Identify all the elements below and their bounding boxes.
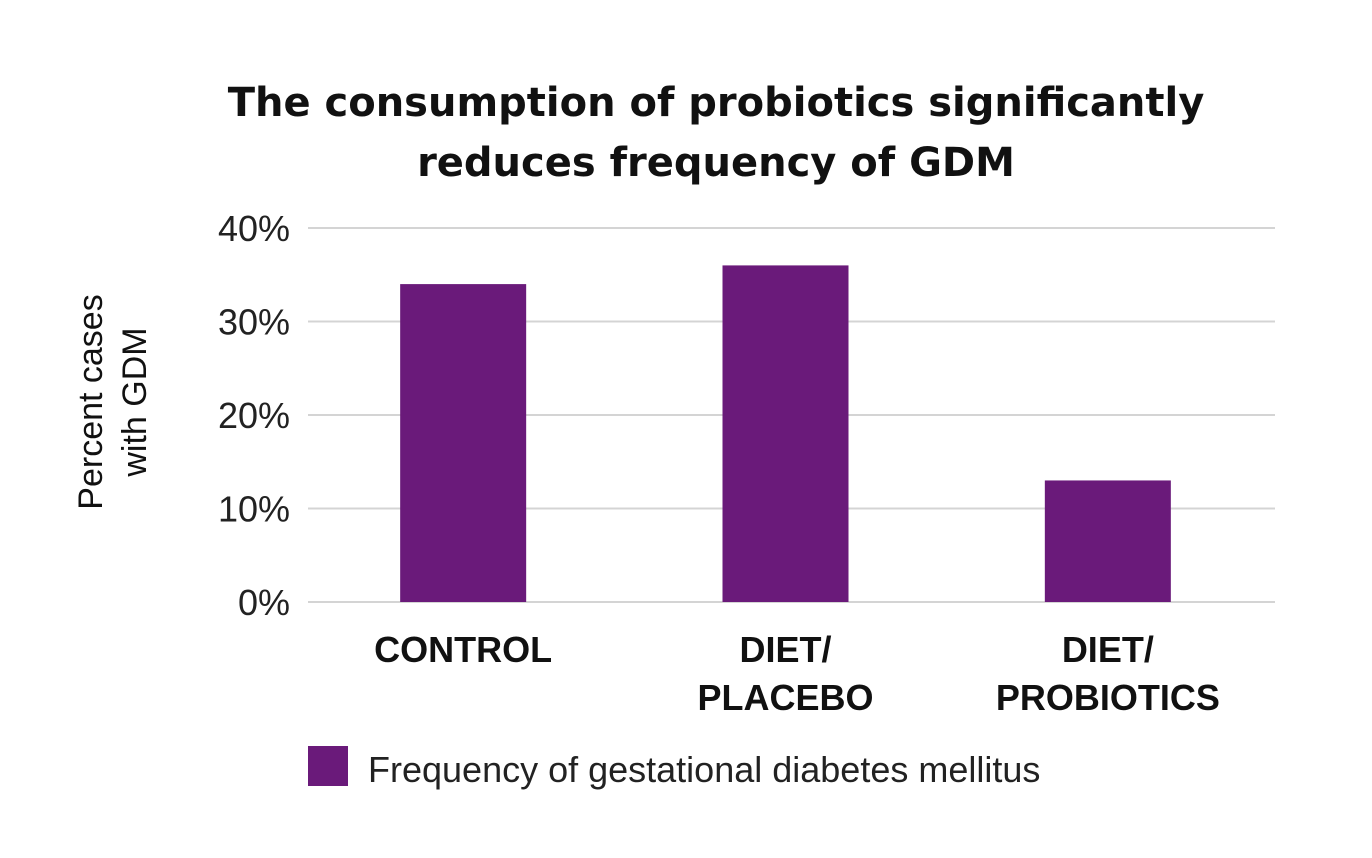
bar — [400, 284, 527, 602]
chart-title-line: The consumption of probiotics significan… — [228, 80, 1205, 126]
y-tick-label: 40% — [218, 208, 290, 249]
y-axis-label: Percent cases with GDM — [72, 294, 154, 509]
legend-swatch — [308, 746, 348, 786]
x-category-label: PROBIOTICS — [996, 677, 1220, 718]
y-axis-label-line: with GDM — [116, 327, 154, 477]
x-category-label: DIET/ — [1062, 629, 1154, 670]
x-axis-categories: CONTROL DIET/PLACEBO DIET/PROBIOTICS — [374, 629, 1220, 718]
y-axis-label-line: Percent cases — [72, 294, 110, 509]
legend-label: Frequency of gestational diabetes mellit… — [368, 749, 1040, 790]
bars — [400, 265, 1171, 602]
y-tick-label: 20% — [218, 395, 290, 436]
x-category-label: DIET/ — [739, 629, 831, 670]
bar — [722, 265, 849, 602]
y-tick-label: 30% — [218, 302, 290, 343]
y-axis-ticks: 0% 10% 20% 30% 40% — [218, 208, 290, 623]
x-category-label: PLACEBO — [697, 677, 873, 718]
chart-title-line: reduces frequency of GDM — [417, 140, 1015, 186]
legend: Frequency of gestational diabetes mellit… — [308, 746, 1040, 790]
y-tick-label: 10% — [218, 489, 290, 530]
y-tick-label: 0% — [238, 582, 290, 623]
bar — [1044, 480, 1171, 602]
x-category-label: CONTROL — [374, 629, 552, 670]
chart-title: The consumption of probiotics significan… — [228, 80, 1205, 186]
